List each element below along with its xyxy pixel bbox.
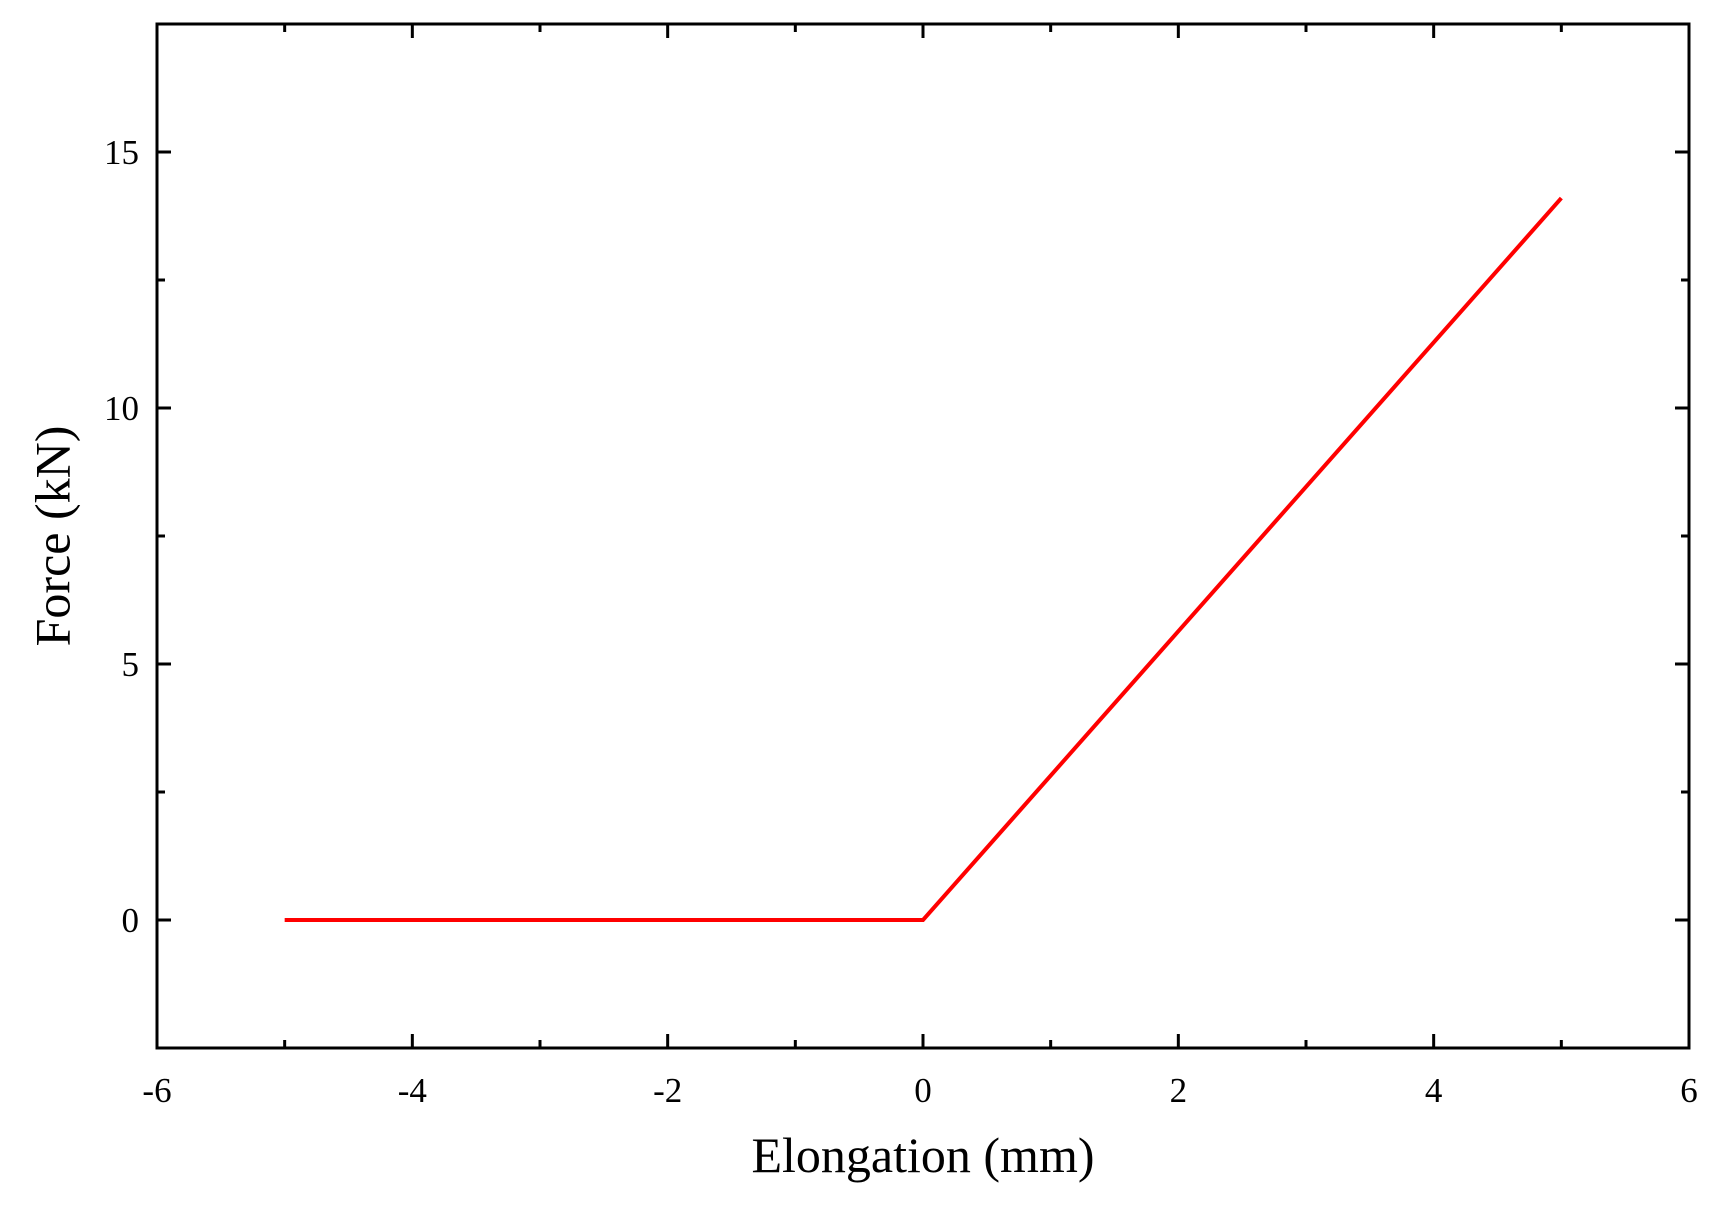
x-tick-label: -2 [653, 1071, 682, 1110]
y-tick-label: 5 [122, 645, 140, 684]
x-tick-label: 6 [1680, 1071, 1698, 1110]
y-axis-label: Force (kN) [24, 426, 80, 647]
x-tick-label: -6 [142, 1071, 171, 1110]
y-tick-label: 10 [104, 389, 139, 428]
x-tick-label: 2 [1170, 1071, 1188, 1110]
x-tick-label: -4 [398, 1071, 427, 1110]
line-series [284, 196, 1563, 922]
x-tick-label: 4 [1425, 1071, 1443, 1110]
y-tick-label: 15 [104, 133, 139, 172]
x-axis-label: Elongation (mm) [752, 1127, 1095, 1183]
plot-frame [155, 22, 1691, 1050]
x-tick-label: 0 [914, 1071, 932, 1110]
y-tick-label: 0 [122, 901, 140, 940]
